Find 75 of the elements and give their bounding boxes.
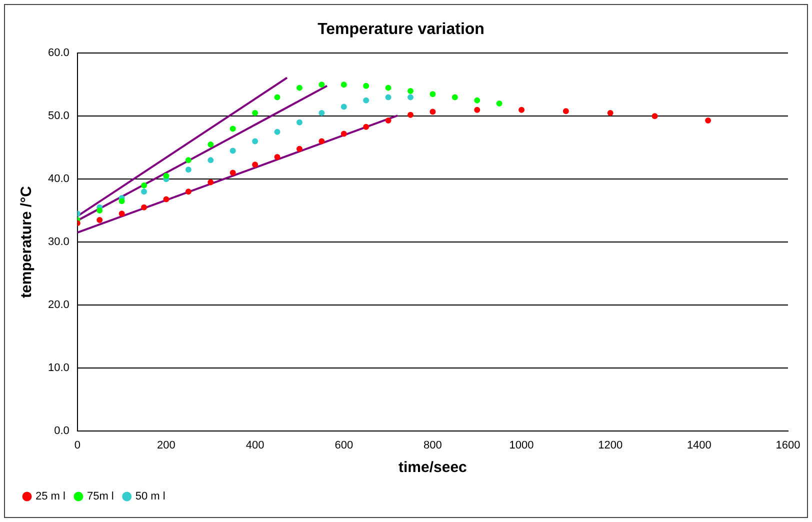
point bbox=[385, 94, 392, 100]
x-tick-label: 1400 bbox=[686, 439, 712, 452]
x-tick-label: 400 bbox=[246, 439, 264, 452]
point bbox=[607, 110, 614, 116]
point bbox=[230, 148, 236, 154]
point bbox=[363, 97, 370, 104]
point bbox=[230, 170, 236, 176]
point bbox=[252, 162, 258, 168]
x-tick-label: 0 bbox=[74, 439, 80, 452]
point bbox=[141, 182, 148, 188]
point bbox=[474, 106, 480, 113]
point bbox=[96, 208, 103, 214]
point bbox=[274, 128, 280, 135]
point bbox=[318, 138, 325, 144]
x-axis-title: time/seec bbox=[398, 459, 467, 476]
point bbox=[163, 172, 170, 179]
point bbox=[408, 112, 414, 118]
point bbox=[562, 108, 569, 114]
x-tick-label: 1000 bbox=[509, 439, 534, 452]
point bbox=[296, 119, 302, 126]
point bbox=[363, 82, 370, 89]
point bbox=[318, 110, 325, 116]
y-tick-label: 0.0 bbox=[54, 424, 70, 437]
y-tick-label: 60.0 bbox=[48, 47, 70, 60]
legend-label: 25 m l bbox=[36, 490, 66, 503]
y-tick-label: 30.0 bbox=[48, 236, 70, 248]
point bbox=[496, 100, 502, 107]
point bbox=[274, 94, 280, 100]
point bbox=[363, 124, 370, 130]
point bbox=[408, 88, 414, 94]
point bbox=[408, 94, 414, 100]
y-tick-label: 20.0 bbox=[48, 298, 70, 311]
point bbox=[296, 84, 302, 91]
legend-label: 75m l bbox=[86, 490, 114, 503]
point bbox=[185, 188, 192, 195]
point bbox=[340, 104, 347, 110]
point bbox=[452, 94, 458, 100]
point bbox=[705, 118, 712, 124]
y-tick-label: 50.0 bbox=[48, 110, 70, 122]
point bbox=[652, 113, 658, 120]
point bbox=[296, 146, 302, 152]
point bbox=[208, 179, 214, 186]
point bbox=[163, 196, 170, 202]
x-tick-label: 200 bbox=[157, 439, 176, 452]
y-tick-label: 40.0 bbox=[48, 173, 70, 186]
point bbox=[208, 157, 214, 164]
point bbox=[185, 157, 192, 164]
point bbox=[518, 106, 525, 113]
point bbox=[252, 138, 258, 144]
point bbox=[141, 188, 148, 195]
x-tick-label: 800 bbox=[424, 439, 442, 452]
chart-title: Temperature variation bbox=[318, 21, 484, 38]
y-axis-title: temperature /°C bbox=[18, 186, 36, 298]
x-tick-label: 1600 bbox=[776, 439, 800, 452]
point bbox=[274, 154, 280, 160]
point bbox=[430, 108, 436, 115]
point bbox=[474, 97, 480, 104]
point bbox=[141, 204, 148, 210]
y-tick-label: 10.0 bbox=[48, 362, 70, 374]
point bbox=[185, 166, 192, 173]
point bbox=[430, 91, 436, 98]
x-tick-label: 600 bbox=[334, 439, 354, 452]
point bbox=[118, 210, 125, 217]
legend-label: 50 m l bbox=[135, 490, 166, 503]
point bbox=[385, 84, 392, 91]
point bbox=[340, 130, 347, 137]
x-tick-label: 1200 bbox=[598, 439, 623, 452]
point bbox=[318, 82, 325, 88]
point bbox=[340, 82, 347, 88]
point bbox=[230, 126, 236, 132]
point bbox=[118, 198, 125, 204]
point bbox=[96, 216, 103, 223]
point bbox=[385, 118, 392, 124]
point bbox=[208, 141, 214, 148]
point bbox=[252, 110, 258, 116]
